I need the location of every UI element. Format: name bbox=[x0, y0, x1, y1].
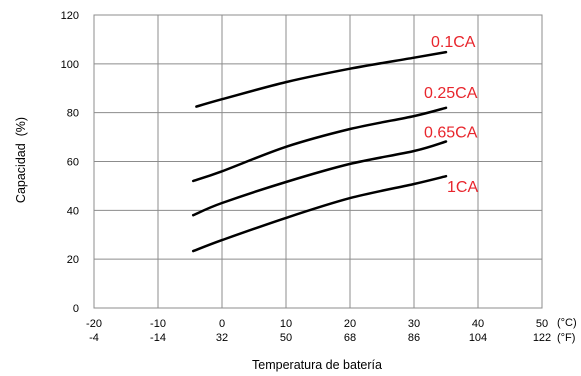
series-label: 0.25CA bbox=[424, 85, 478, 102]
x-axis-title: Temperatura de batería bbox=[252, 358, 382, 372]
x-tick-label-fahrenheit: 86 bbox=[408, 332, 420, 344]
x-unit-secondary: (°F) bbox=[557, 332, 575, 344]
y-tick-labels: 0 20 40 60 80 100 120 bbox=[61, 10, 79, 315]
x-tick-label-fahrenheit: -4 bbox=[89, 332, 99, 344]
y-tick-label: 20 bbox=[67, 254, 79, 266]
x-tick-label-fahrenheit: 50 bbox=[280, 332, 292, 344]
x-tick-label-celsius: -10 bbox=[150, 318, 166, 330]
series-line-0.1CA bbox=[195, 50, 448, 108]
x-tick-label-celsius: 30 bbox=[408, 318, 420, 330]
series-line-0.25CA bbox=[191, 106, 448, 183]
plot-frame bbox=[93, 14, 543, 309]
x-tick-label-fahrenheit: 68 bbox=[344, 332, 356, 344]
x-tick-label-celsius: 10 bbox=[280, 318, 292, 330]
y-tick-label: 60 bbox=[67, 157, 79, 169]
x-tick-labels: -20 -4 -10 -14 0 32 10 50 20 68 30 86 40 104 50 122 bbox=[86, 318, 551, 344]
series-line-0.65CA bbox=[191, 140, 448, 217]
series-labels: 0.1CA 0.25CA 0.65CA 1CA bbox=[424, 34, 478, 196]
y-tick-label: 40 bbox=[67, 205, 79, 217]
y-tick-label: 100 bbox=[61, 59, 79, 71]
y-tick-label: 80 bbox=[67, 108, 79, 120]
x-tick-label-fahrenheit: -14 bbox=[150, 332, 166, 344]
series-lines bbox=[191, 50, 448, 253]
x-tick-label-celsius: 20 bbox=[344, 318, 356, 330]
y-tick-label: 0 bbox=[73, 303, 79, 315]
series-line-1CA bbox=[191, 174, 448, 253]
x-tick-label-celsius: 0 bbox=[219, 318, 225, 330]
gridlines bbox=[94, 15, 542, 308]
x-tick-label-fahrenheit: 32 bbox=[216, 332, 228, 344]
y-tick-label: 120 bbox=[61, 10, 79, 22]
y-axis-title: Capacidad (%) bbox=[14, 117, 28, 203]
series-label: 0.1CA bbox=[431, 34, 476, 51]
x-tick-label-celsius: 40 bbox=[472, 318, 484, 330]
x-tick-label-fahrenheit: 104 bbox=[469, 332, 487, 344]
series-label: 0.65CA bbox=[424, 124, 478, 141]
series-label: 1CA bbox=[447, 179, 478, 196]
x-tick-label-celsius: -20 bbox=[86, 318, 102, 330]
x-tick-label-fahrenheit: 122 bbox=[533, 332, 551, 344]
x-unit-primary: (°C) bbox=[557, 317, 577, 329]
x-tick-label-celsius: 50 bbox=[536, 318, 548, 330]
